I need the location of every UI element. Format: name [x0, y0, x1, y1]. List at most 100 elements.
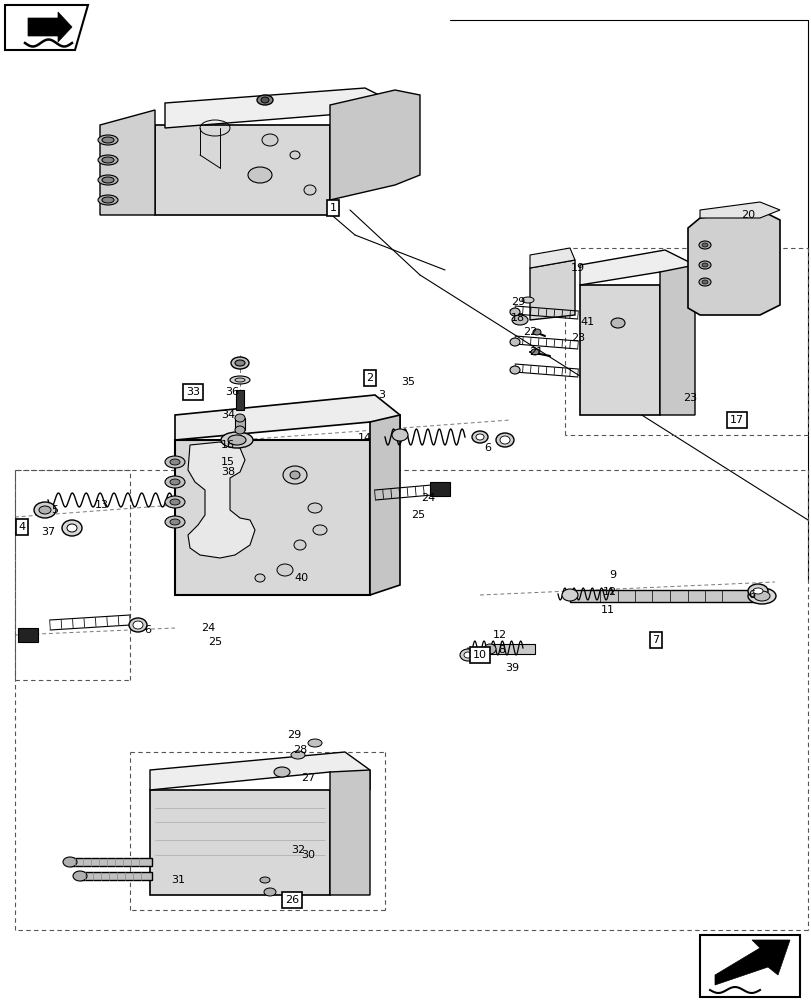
Text: 13: 13	[95, 500, 109, 510]
Text: 19: 19	[570, 263, 585, 273]
Text: 3: 3	[378, 390, 385, 400]
Polygon shape	[155, 125, 329, 215]
Polygon shape	[150, 790, 329, 895]
Ellipse shape	[283, 466, 307, 484]
Text: 33: 33	[186, 387, 200, 397]
Text: 37: 37	[41, 527, 55, 537]
Text: 4: 4	[19, 522, 25, 532]
Text: 6: 6	[144, 625, 152, 635]
Ellipse shape	[98, 195, 118, 205]
Ellipse shape	[262, 134, 277, 146]
Ellipse shape	[234, 426, 245, 434]
Ellipse shape	[228, 435, 246, 445]
Ellipse shape	[509, 308, 519, 316]
Polygon shape	[165, 88, 394, 128]
Text: 17: 17	[729, 415, 743, 425]
Text: 27: 27	[301, 773, 315, 783]
Ellipse shape	[530, 349, 539, 355]
Ellipse shape	[98, 155, 118, 165]
Ellipse shape	[165, 476, 185, 488]
Polygon shape	[329, 90, 419, 200]
Text: 8: 8	[498, 645, 505, 655]
Ellipse shape	[509, 338, 519, 346]
Ellipse shape	[307, 739, 322, 747]
Ellipse shape	[747, 584, 767, 598]
Ellipse shape	[277, 564, 293, 576]
Ellipse shape	[169, 459, 180, 465]
Ellipse shape	[102, 197, 114, 203]
Ellipse shape	[532, 329, 540, 335]
Ellipse shape	[165, 496, 185, 508]
Polygon shape	[699, 202, 779, 218]
Polygon shape	[5, 5, 88, 50]
Text: 20: 20	[740, 210, 754, 220]
Text: 23: 23	[682, 393, 696, 403]
Ellipse shape	[698, 261, 710, 269]
Ellipse shape	[747, 588, 775, 604]
Ellipse shape	[257, 95, 272, 105]
Text: 39: 39	[504, 663, 518, 673]
Ellipse shape	[702, 243, 707, 247]
Ellipse shape	[34, 502, 56, 518]
Text: 21: 21	[528, 347, 543, 357]
Ellipse shape	[273, 767, 290, 777]
Text: 22: 22	[522, 327, 536, 337]
Ellipse shape	[129, 618, 147, 632]
Ellipse shape	[98, 175, 118, 185]
Text: 38: 38	[221, 467, 234, 477]
Ellipse shape	[312, 525, 327, 535]
Text: 16: 16	[221, 440, 234, 450]
Polygon shape	[150, 752, 370, 790]
Ellipse shape	[752, 588, 762, 594]
Text: 25: 25	[208, 637, 221, 647]
Polygon shape	[687, 210, 779, 315]
Polygon shape	[530, 248, 574, 268]
Text: 28: 28	[293, 745, 307, 755]
Text: 14: 14	[358, 433, 371, 443]
Ellipse shape	[230, 357, 249, 369]
Ellipse shape	[169, 479, 180, 485]
Text: 26: 26	[285, 895, 298, 905]
Polygon shape	[100, 110, 155, 215]
Polygon shape	[28, 12, 72, 42]
Text: 23: 23	[570, 333, 585, 343]
Ellipse shape	[169, 499, 180, 505]
Text: 30: 30	[301, 850, 315, 860]
Text: 41: 41	[580, 317, 594, 327]
Ellipse shape	[460, 649, 475, 661]
Text: 31: 31	[171, 875, 185, 885]
Text: 29: 29	[510, 297, 525, 307]
Text: 32: 32	[290, 845, 305, 855]
Ellipse shape	[702, 280, 707, 284]
Text: 15: 15	[221, 457, 234, 467]
Ellipse shape	[169, 519, 180, 525]
Ellipse shape	[63, 857, 77, 867]
Ellipse shape	[230, 376, 250, 384]
Polygon shape	[699, 935, 799, 997]
Ellipse shape	[463, 652, 471, 658]
Polygon shape	[329, 770, 370, 895]
Ellipse shape	[483, 644, 496, 654]
Ellipse shape	[98, 135, 118, 145]
Text: 9: 9	[609, 570, 616, 580]
Ellipse shape	[307, 503, 322, 513]
Ellipse shape	[303, 185, 315, 195]
Text: 12: 12	[603, 587, 616, 597]
Bar	[489, 644, 534, 654]
Ellipse shape	[234, 414, 245, 422]
Polygon shape	[714, 940, 789, 985]
Ellipse shape	[62, 520, 82, 536]
Bar	[234, 418, 245, 430]
Ellipse shape	[102, 137, 114, 143]
Ellipse shape	[221, 432, 253, 448]
Ellipse shape	[260, 97, 268, 103]
Text: 12: 12	[492, 630, 506, 640]
Polygon shape	[188, 442, 255, 558]
Text: 18: 18	[510, 313, 525, 323]
Ellipse shape	[255, 574, 264, 582]
Text: 6: 6	[748, 590, 754, 600]
Text: 11: 11	[600, 605, 614, 615]
Ellipse shape	[500, 436, 509, 444]
Ellipse shape	[512, 315, 527, 325]
Bar	[430, 482, 449, 496]
